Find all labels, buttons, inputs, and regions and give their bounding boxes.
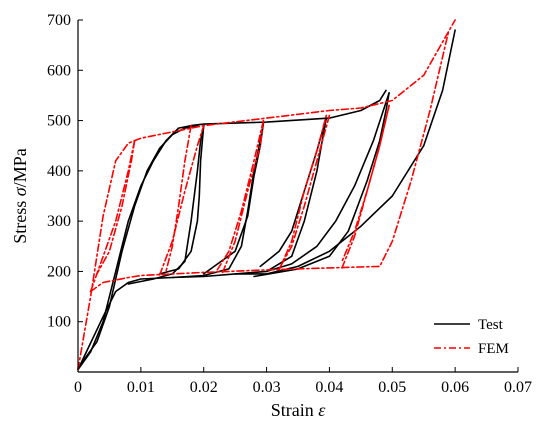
x-tick-label: 0.05: [378, 379, 406, 396]
legend-label-test: Test: [478, 317, 504, 333]
x-tick-label: 0.04: [315, 379, 343, 396]
series-test-line-7: [234, 117, 328, 275]
y-tick-label: 100: [47, 314, 71, 331]
x-tick-label: 0: [74, 379, 82, 396]
series-test-line-4: [158, 124, 205, 275]
series-test: [77, 29, 456, 371]
series-test-line-5: [171, 122, 265, 279]
series-fem-line-1: [89, 29, 450, 293]
legend: Test FEM: [434, 317, 509, 357]
x-tick-label: 0.06: [441, 379, 469, 396]
y-tick-label: 300: [47, 213, 71, 230]
y-tick-label: 700: [47, 12, 71, 29]
series-fem-line-8: [278, 114, 328, 271]
legend-label-fem: FEM: [478, 341, 509, 357]
series-test-line-9: [253, 92, 390, 278]
series-fem-line-0: [77, 19, 456, 371]
series-test-line-10: [265, 92, 390, 273]
x-tick-label: 0.02: [190, 379, 218, 396]
series-test-line-6: [202, 122, 265, 275]
y-axis-title: Stress σ/MPa: [10, 148, 30, 243]
series-fem-line-5: [165, 124, 192, 273]
series-test-line-0: [77, 89, 387, 371]
x-tick-label: 0.03: [253, 379, 281, 396]
y-tick-label: 400: [47, 163, 71, 180]
series-fem-line-9: [278, 114, 331, 270]
series-fem-line-3: [96, 139, 136, 275]
x-tick-label: 0.07: [504, 379, 532, 396]
series-fem-line-6: [221, 119, 265, 274]
x-axis-title: Strain ε: [271, 400, 327, 420]
series-test-line-2: [77, 29, 456, 371]
series-test-line-8: [259, 117, 328, 268]
series-test-line-3: [127, 124, 205, 285]
plot-area: [77, 19, 456, 371]
series-fem-line-7: [215, 119, 265, 273]
series-fem-line-11: [341, 104, 390, 263]
series-fem: [77, 19, 456, 371]
series-fem-line-4: [158, 124, 205, 276]
y-tick-label: 500: [47, 113, 71, 130]
axes: 0 0.01 0.02 0.03 0.04 0.05 0.06 0.07 100 200 300 40…: [10, 12, 532, 420]
y-tick-label: 600: [47, 62, 71, 79]
series-fem-line-2: [89, 139, 136, 293]
y-tick-label: 200: [47, 263, 71, 280]
x-tick-label: 0.01: [127, 379, 155, 396]
